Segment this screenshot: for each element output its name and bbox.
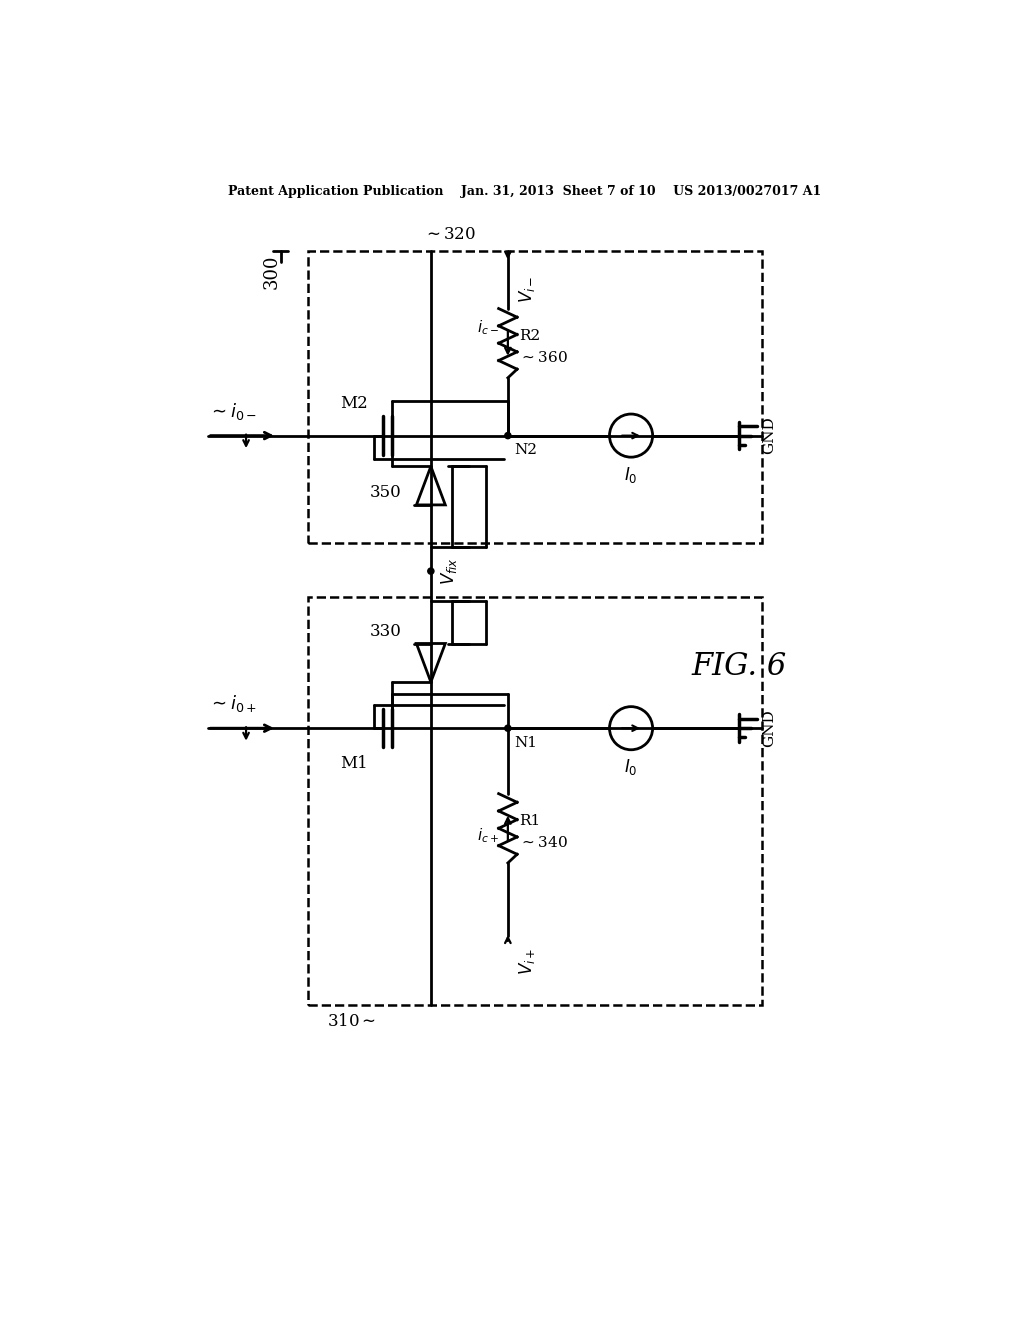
Text: R2: R2	[519, 329, 541, 342]
Text: 350: 350	[370, 484, 401, 502]
Text: $V_{i+}$: $V_{i+}$	[517, 948, 538, 975]
Text: Patent Application Publication    Jan. 31, 2013  Sheet 7 of 10    US 2013/002701: Patent Application Publication Jan. 31, …	[228, 185, 821, 198]
Text: R1: R1	[519, 813, 541, 828]
Text: N2: N2	[514, 444, 537, 457]
Text: $\sim i_{0-}$: $\sim i_{0-}$	[208, 401, 256, 422]
Text: M2: M2	[340, 396, 368, 412]
Text: GND: GND	[762, 709, 776, 747]
Text: $I_0$: $I_0$	[625, 758, 638, 777]
Bar	[307, 597, 762, 1006]
Text: $i_{c+}$: $i_{c+}$	[476, 826, 499, 845]
Text: $\sim$340: $\sim$340	[519, 834, 568, 850]
Text: GND: GND	[762, 417, 776, 454]
Text: $\sim$360: $\sim$360	[519, 350, 568, 364]
Text: FIG. 6: FIG. 6	[691, 651, 786, 682]
Text: $I_0$: $I_0$	[625, 465, 638, 484]
Bar	[307, 251, 762, 544]
Text: $i_{c-}$: $i_{c-}$	[476, 318, 499, 337]
Text: 310$\sim$: 310$\sim$	[327, 1014, 376, 1030]
Circle shape	[505, 433, 511, 438]
Circle shape	[428, 568, 434, 574]
Text: $V_{fix}$: $V_{fix}$	[438, 557, 459, 585]
Text: M1: M1	[340, 755, 368, 772]
Text: $V_{i-}$: $V_{i-}$	[517, 276, 538, 302]
Text: $\sim$320: $\sim$320	[423, 226, 476, 243]
Text: N1: N1	[514, 737, 537, 750]
Text: $\sim i_{0+}$: $\sim i_{0+}$	[208, 693, 256, 714]
Text: 300: 300	[263, 255, 281, 289]
Text: 330: 330	[370, 623, 401, 640]
Circle shape	[505, 725, 511, 731]
